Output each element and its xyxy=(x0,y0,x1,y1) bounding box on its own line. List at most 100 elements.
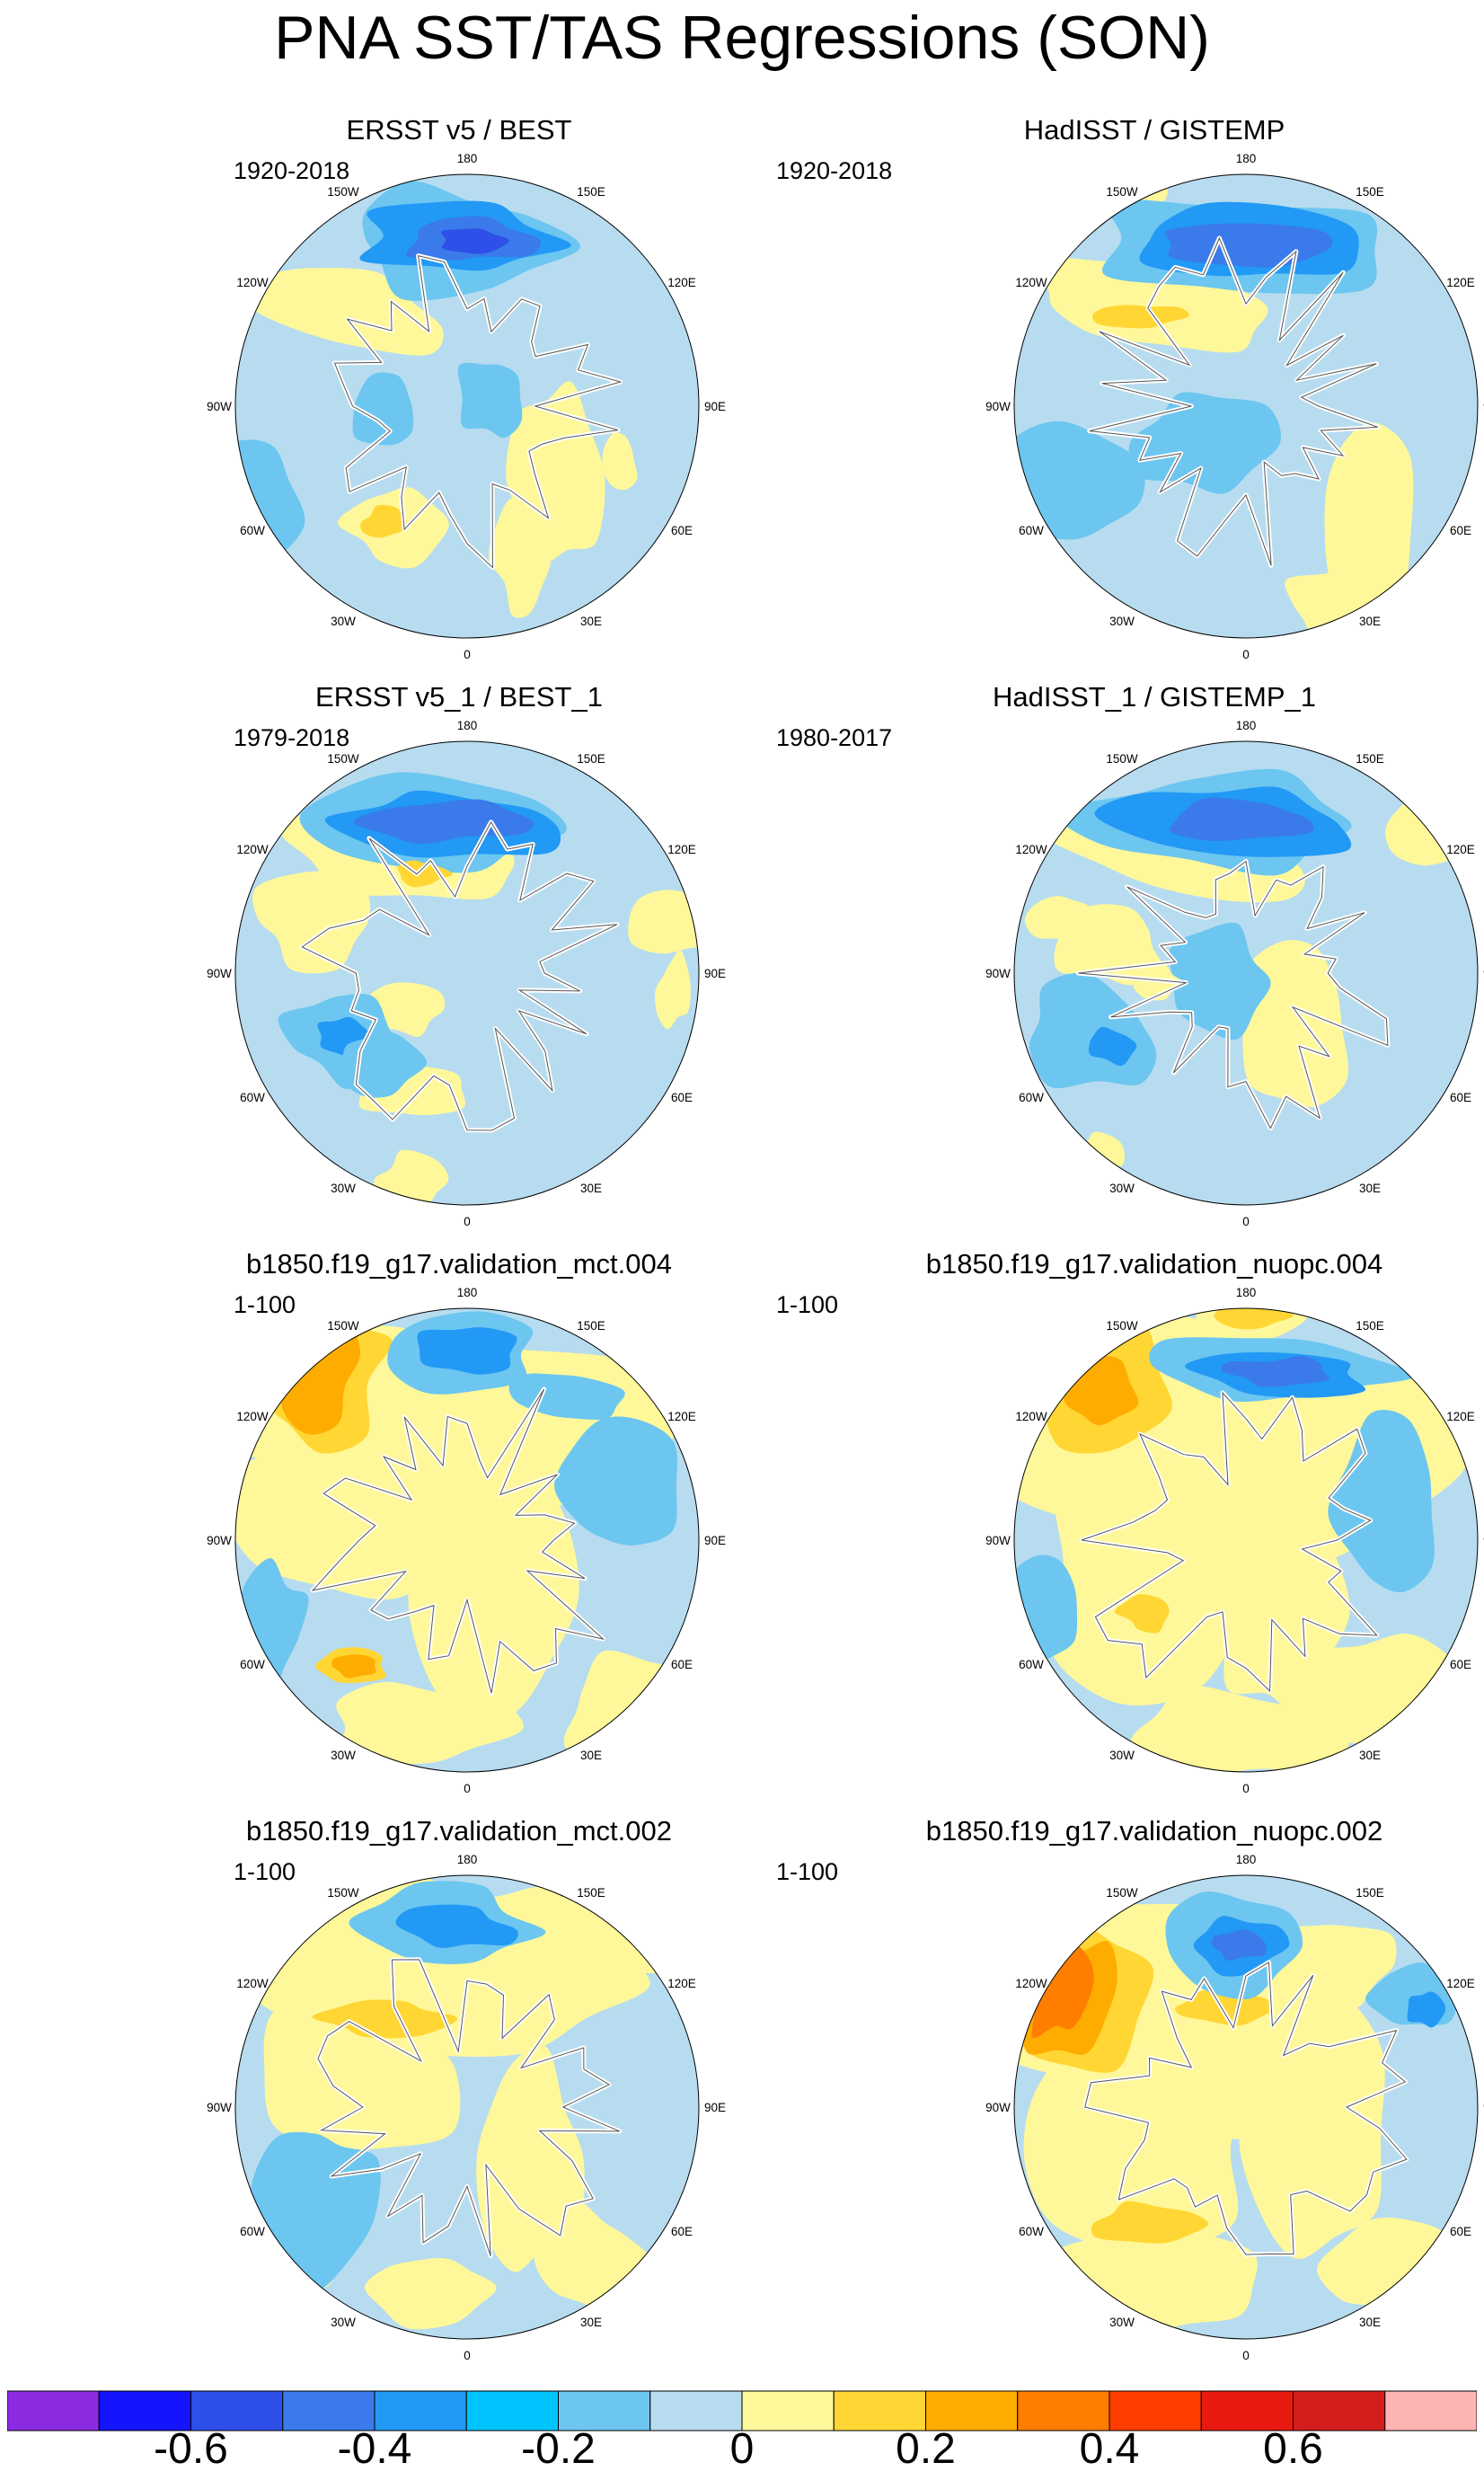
longitude-tick-label: 90E xyxy=(1483,967,1484,980)
longitude-tick-label: 120W xyxy=(1015,1977,1047,1990)
longitude-tick-label: 150W xyxy=(327,752,359,766)
map-border xyxy=(1013,1874,1479,2340)
contour-region xyxy=(417,1327,517,1375)
coastline-outline xyxy=(1081,1391,1378,1693)
map-border xyxy=(1013,740,1479,1206)
map-panel: b1850.f19_g17.validation_mct.004 1-100 180… xyxy=(0,1248,742,1817)
map-panel: ERSST v5 / BEST 1920-2018 180 150E 120E 90E 60… xyxy=(0,114,742,683)
longitude-tick-label: 30E xyxy=(1359,2316,1381,2329)
contour-region xyxy=(353,799,534,845)
longitude-tick-label: 30W xyxy=(331,615,356,628)
colorbar-label: 0.4 xyxy=(1079,2425,1140,2473)
contour-region xyxy=(628,890,699,954)
coastline-outline xyxy=(1089,236,1378,566)
longitude-tick-label: 120W xyxy=(1015,1410,1047,1423)
contour-region xyxy=(457,362,523,438)
contour-region xyxy=(360,504,407,538)
figure-title: PNA SST/TAS Regressions (SON) xyxy=(274,4,1210,72)
contour-region xyxy=(1285,571,1391,638)
contour-region xyxy=(1023,2033,1241,2253)
colorbar-swatch xyxy=(1200,2390,1294,2431)
colorbar-swatch xyxy=(558,2390,651,2431)
colorbar-swatch xyxy=(465,2390,559,2431)
contour-region xyxy=(1092,305,1189,329)
longitude-tick-label: 60E xyxy=(671,2225,693,2238)
longitude-tick-label: 120W xyxy=(236,276,269,289)
longitude-tick-label: 0 xyxy=(464,2349,471,2362)
longitude-tick-label: 30E xyxy=(580,1749,602,1762)
contour-region xyxy=(1175,1990,1275,2026)
period-label: 1-100 xyxy=(776,1858,839,1885)
longitude-tick-label: 90E xyxy=(704,2101,726,2114)
coastline-outline xyxy=(301,820,618,1131)
map-border xyxy=(1013,1307,1479,1773)
longitude-tick-label: 60W xyxy=(1019,2225,1044,2238)
colorbar-swatch xyxy=(7,2390,100,2431)
longitude-tick-label: 120E xyxy=(1446,1977,1475,1990)
longitude-tick-label: 30W xyxy=(331,1749,356,1762)
period-label: 1-100 xyxy=(234,1858,296,1885)
longitude-tick-label: 150E xyxy=(577,752,605,766)
contour-region xyxy=(331,1654,376,1679)
contour-region xyxy=(397,860,453,888)
contour-region xyxy=(488,498,552,618)
longitude-tick-label: 0 xyxy=(1242,648,1250,661)
period-label: 1979-2018 xyxy=(234,724,350,751)
panel-title: ERSST v5_1 / BEST_1 xyxy=(315,681,603,713)
longitude-tick-label: 90W xyxy=(985,2101,1011,2114)
longitude-tick-label: 60W xyxy=(1019,1091,1044,1104)
contour-region xyxy=(655,950,691,1030)
longitude-tick-label: 90E xyxy=(704,967,726,980)
longitude-tick-label: 0 xyxy=(1242,2349,1250,2362)
colorbar-label: 0.2 xyxy=(896,2425,956,2473)
contour-region xyxy=(395,1904,518,1948)
longitude-tick-label: 180 xyxy=(1236,1286,1257,1299)
coastline-outline xyxy=(1078,860,1389,1129)
colorbar-label: 0.6 xyxy=(1263,2425,1323,2473)
polar-map: 180 150E 120E 90E 60E 30E 0 30W 60W 90W 120W 150W xyxy=(207,1853,726,2362)
period-label: 1980-2017 xyxy=(776,724,893,751)
period-label: 1-100 xyxy=(234,1291,296,1318)
longitude-tick-label: 90E xyxy=(704,400,726,413)
panel-title: b1850.f19_g17.validation_mct.002 xyxy=(246,1815,672,1847)
longitude-tick-label: 90W xyxy=(985,967,1011,980)
polar-map: 180 150E 120E 90E 60E 30E 0 30W 60W 90W 120W 150W xyxy=(985,1286,1484,1795)
longitude-tick-label: 60E xyxy=(671,524,693,537)
colorbar-label: -0.4 xyxy=(337,2425,412,2473)
colorbar-swatch xyxy=(833,2390,926,2431)
longitude-tick-label: 180 xyxy=(457,1853,478,1866)
longitude-tick-label: 60W xyxy=(240,1091,265,1104)
contour-region xyxy=(1169,797,1314,841)
contour-region xyxy=(1407,1991,1446,2028)
longitude-tick-label: 0 xyxy=(464,648,471,661)
longitude-tick-label: 120E xyxy=(667,1977,696,1990)
longitude-tick-label: 150W xyxy=(1106,1319,1138,1333)
panel-title: b1850.f19_g17.validation_nuopc.002 xyxy=(925,1815,1383,1847)
longitude-tick-label: 150E xyxy=(1356,1319,1384,1333)
contour-region xyxy=(352,372,414,446)
polar-map: 180 150E 120E 90E 60E 30E 0 30W 60W 90W 120W 150W xyxy=(207,719,726,1228)
map-border xyxy=(234,173,700,639)
longitude-tick-label: 150E xyxy=(1356,185,1384,199)
longitude-tick-label: 90W xyxy=(985,1534,1011,1547)
contour-region xyxy=(1328,1409,1435,1593)
contour-region xyxy=(365,2257,497,2330)
longitude-tick-label: 150W xyxy=(327,1319,359,1333)
contour-region xyxy=(252,871,371,974)
longitude-tick-label: 30W xyxy=(1109,615,1135,628)
polar-map: 180 150E 120E 90E 60E 30E 0 30W 60W 90W 120W 150W xyxy=(985,719,1484,1228)
longitude-tick-label: 30E xyxy=(580,615,602,628)
longitude-tick-label: 180 xyxy=(1236,1853,1257,1866)
colorbar-label: -0.2 xyxy=(521,2425,596,2473)
coastline-outline xyxy=(317,1959,621,2256)
map-border xyxy=(1013,173,1479,639)
contour-region xyxy=(1114,1594,1170,1634)
longitude-tick-label: 60E xyxy=(1450,1658,1471,1671)
longitude-tick-label: 60E xyxy=(1450,524,1471,537)
contour-region xyxy=(1024,896,1097,939)
contour-region xyxy=(602,432,638,491)
longitude-tick-label: 90W xyxy=(207,967,232,980)
map-panel: ERSST v5_1 / BEST_1 1979-2018 180 150E 120E 9… xyxy=(0,681,742,1250)
panel-title: HadISST_1 / GISTEMP_1 xyxy=(992,681,1317,713)
longitude-tick-label: 180 xyxy=(1236,719,1257,732)
